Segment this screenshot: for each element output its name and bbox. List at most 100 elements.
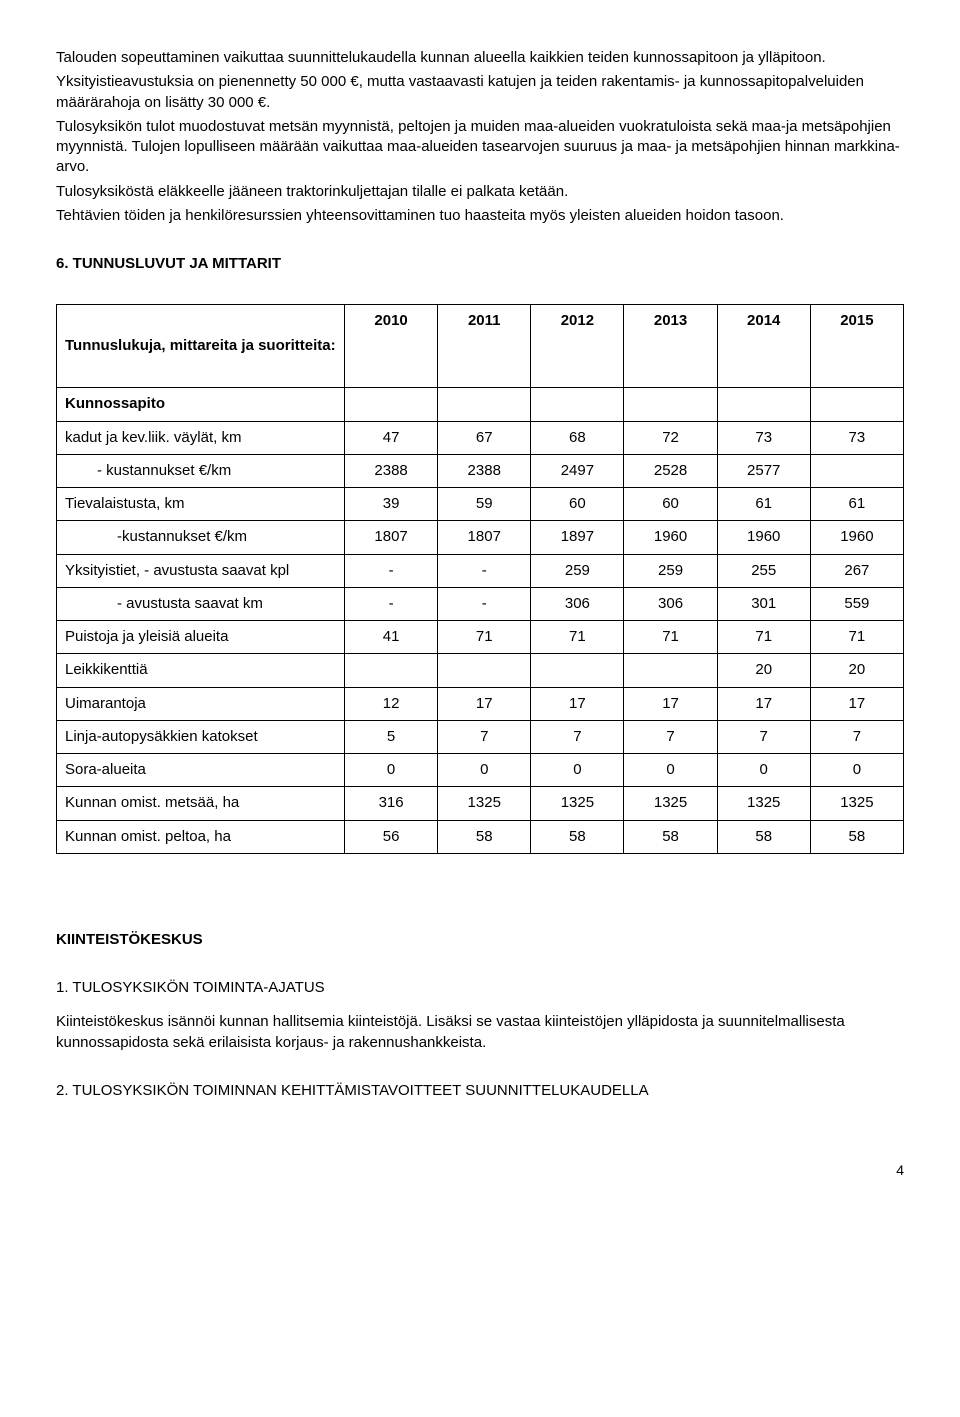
page-number: 4 (56, 1161, 904, 1180)
row-label: Tievalaistusta, km (57, 488, 345, 521)
table-cell: 1807 (345, 521, 438, 554)
row-label: - avustusta saavat km (57, 587, 345, 620)
table-cell: 17 (438, 687, 531, 720)
table-cell: 255 (717, 554, 810, 587)
table-row: - kustannukset €/km23882388249725282577 (57, 454, 904, 487)
table-cell (345, 388, 438, 421)
intro-p5: Tehtävien töiden ja henkilöresurssien yh… (56, 206, 904, 226)
table-cell: 17 (531, 687, 624, 720)
table-cell: 71 (810, 621, 903, 654)
table-cell: 2577 (717, 454, 810, 487)
table-cell: 0 (624, 754, 717, 787)
row-label: -kustannukset €/km (57, 521, 345, 554)
table-cell: 316 (345, 787, 438, 820)
table-cell: 2388 (345, 454, 438, 487)
table-cell: 71 (624, 621, 717, 654)
row-label: Kunnan omist. peltoa, ha (57, 820, 345, 853)
table-cell: - (438, 587, 531, 620)
table-row: Sora-alueita000000 (57, 754, 904, 787)
table-cell: 60 (531, 488, 624, 521)
intro-p4: Tulosyksiköstä eläkkeelle jääneen trakto… (56, 182, 904, 202)
row-label: Sora-alueita (57, 754, 345, 787)
table-cell (438, 388, 531, 421)
table-cell (345, 654, 438, 687)
table-cell: 60 (624, 488, 717, 521)
table-cell: 67 (438, 421, 531, 454)
table-cell: 0 (345, 754, 438, 787)
table-cell: 1325 (717, 787, 810, 820)
table-row: Linja-autopysäkkien katokset577777 (57, 720, 904, 753)
table-cell: 1325 (531, 787, 624, 820)
row-label: Puistoja ja yleisiä alueita (57, 621, 345, 654)
table-row: Yksityistiet, - avustusta saavat kpl--25… (57, 554, 904, 587)
table-cell: 7 (438, 720, 531, 753)
table-cell: 259 (531, 554, 624, 587)
table-cell: 56 (345, 820, 438, 853)
intro-p2: Yksityistieavustuksia on pienennetty 50 … (56, 72, 904, 113)
year-2014: 2014 (717, 305, 810, 388)
table-cell: 2497 (531, 454, 624, 487)
table-row: Tievalaistusta, km395960606161 (57, 488, 904, 521)
kiinteisto-s1-body: Kiinteistökeskus isännöi kunnan hallitse… (56, 1012, 904, 1053)
table-cell: 47 (345, 421, 438, 454)
table-cell: 58 (438, 820, 531, 853)
table-cell: 0 (717, 754, 810, 787)
table-cell: 59 (438, 488, 531, 521)
table-cell: 73 (717, 421, 810, 454)
row-label: kadut ja kev.liik. väylät, km (57, 421, 345, 454)
table-cell: 7 (624, 720, 717, 753)
kiinteisto-s1-title: 1. TULOSYKSIKÖN TOIMINTA-AJATUS (56, 978, 904, 998)
table-section-label: Kunnossapito (57, 388, 345, 421)
row-label: Linja-autopysäkkien katokset (57, 720, 345, 753)
table-cell: 72 (624, 421, 717, 454)
header-label: Tunnuslukuja, mittareita ja suoritteita: (57, 305, 345, 388)
table-cell: 20 (810, 654, 903, 687)
table-cell: 58 (624, 820, 717, 853)
table-cell: 2528 (624, 454, 717, 487)
table-row: Kunnan omist. metsää, ha3161325132513251… (57, 787, 904, 820)
table-cell: - (345, 587, 438, 620)
year-2015: 2015 (810, 305, 903, 388)
table-cell (810, 388, 903, 421)
table-cell: 71 (531, 621, 624, 654)
table-cell: 5 (345, 720, 438, 753)
row-label: Kunnan omist. metsää, ha (57, 787, 345, 820)
metrics-table: Tunnuslukuja, mittareita ja suoritteita:… (56, 304, 904, 854)
table-cell: 259 (624, 554, 717, 587)
table-cell: 559 (810, 587, 903, 620)
table-cell: 41 (345, 621, 438, 654)
intro-p1: Talouden sopeuttaminen vaikuttaa suunnit… (56, 48, 904, 68)
table-cell: 61 (717, 488, 810, 521)
table-cell: 17 (717, 687, 810, 720)
table-row: Leikkikenttiä2020 (57, 654, 904, 687)
table-row: Puistoja ja yleisiä alueita417171717171 (57, 621, 904, 654)
table-cell: 0 (810, 754, 903, 787)
table-cell: 73 (810, 421, 903, 454)
table-cell: 12 (345, 687, 438, 720)
row-label: Uimarantoja (57, 687, 345, 720)
table-cell: 1807 (438, 521, 531, 554)
table-cell: 58 (531, 820, 624, 853)
year-2012: 2012 (531, 305, 624, 388)
table-cell (438, 654, 531, 687)
table-cell: 306 (624, 587, 717, 620)
table-cell (531, 388, 624, 421)
section6-title: 6. TUNNUSLUVUT JA MITTARIT (56, 254, 904, 274)
table-cell (810, 454, 903, 487)
table-row: kadut ja kev.liik. väylät, km47676872737… (57, 421, 904, 454)
table-cell: 20 (717, 654, 810, 687)
table-cell: 1325 (810, 787, 903, 820)
table-section-row: Kunnossapito (57, 388, 904, 421)
table-cell: 1897 (531, 521, 624, 554)
table-cell: - (438, 554, 531, 587)
table-cell: 58 (810, 820, 903, 853)
table-cell (624, 654, 717, 687)
table-cell: 17 (810, 687, 903, 720)
table-cell: 1960 (624, 521, 717, 554)
table-cell: 68 (531, 421, 624, 454)
year-2011: 2011 (438, 305, 531, 388)
table-cell: 267 (810, 554, 903, 587)
table-cell: 1325 (624, 787, 717, 820)
table-cell: 61 (810, 488, 903, 521)
table-cell: 0 (531, 754, 624, 787)
